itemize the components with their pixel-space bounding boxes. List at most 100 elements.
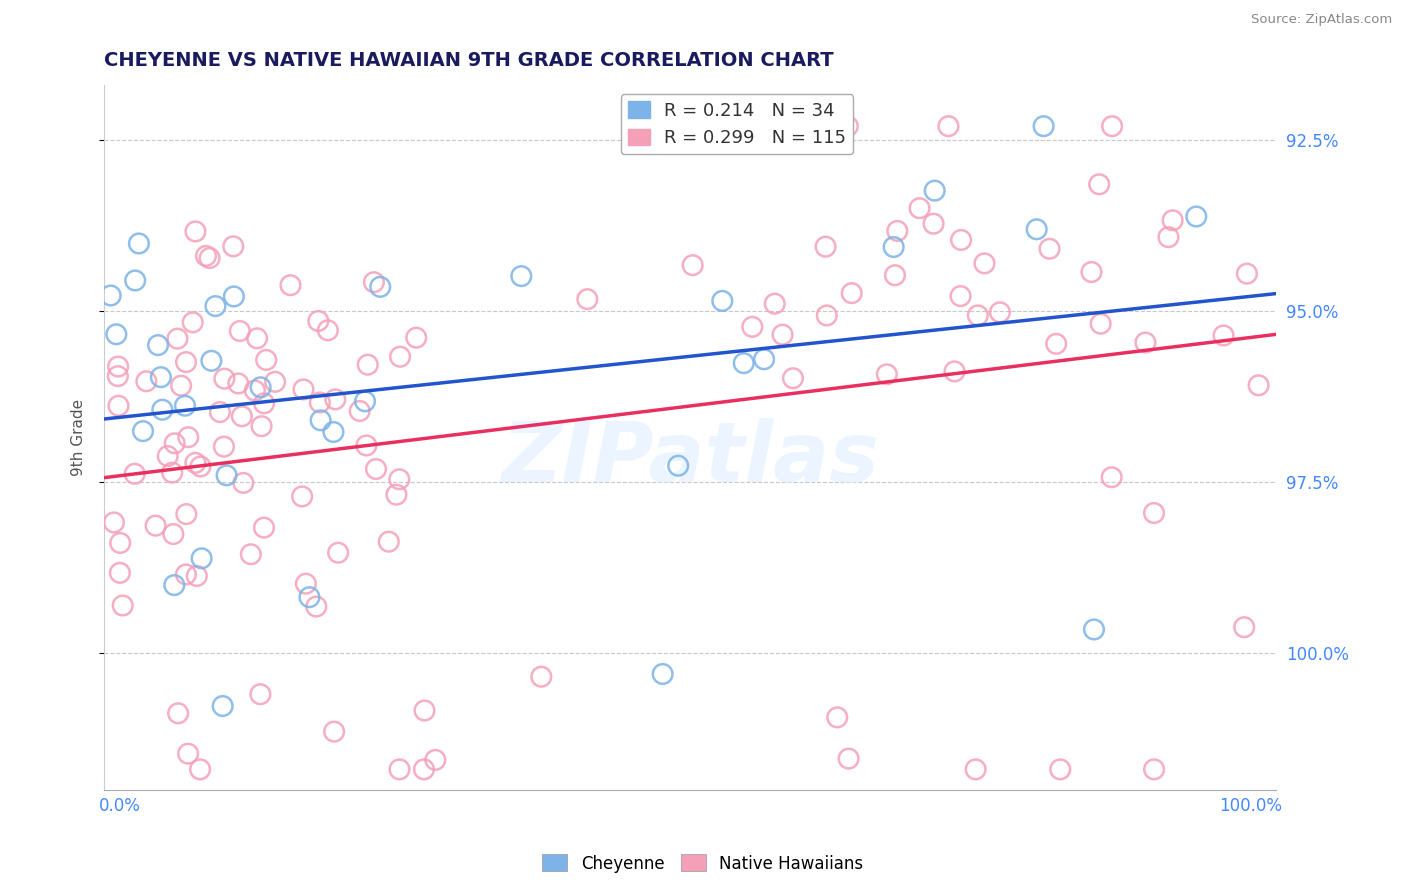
Point bbox=[1038, 242, 1060, 256]
Y-axis label: 9th Grade: 9th Grade bbox=[72, 399, 86, 476]
Point bbox=[1080, 265, 1102, 279]
Point bbox=[388, 472, 411, 486]
Point bbox=[188, 763, 211, 777]
Point bbox=[229, 324, 252, 338]
Point bbox=[763, 296, 786, 310]
Point bbox=[184, 456, 207, 470]
Point bbox=[200, 353, 222, 368]
Point bbox=[924, 184, 946, 198]
Point bbox=[111, 599, 134, 613]
Point bbox=[232, 475, 254, 490]
Point bbox=[162, 527, 184, 541]
Point bbox=[100, 288, 122, 302]
Point bbox=[254, 353, 277, 368]
Point bbox=[174, 399, 197, 413]
Point bbox=[145, 518, 167, 533]
Point bbox=[307, 314, 329, 328]
Point bbox=[752, 352, 775, 367]
Point bbox=[323, 724, 346, 739]
Point bbox=[354, 394, 377, 409]
Point bbox=[308, 395, 330, 409]
Point bbox=[186, 569, 208, 583]
Point bbox=[949, 289, 972, 303]
Point bbox=[226, 376, 249, 391]
Point bbox=[837, 119, 859, 133]
Point bbox=[510, 269, 533, 284]
Point bbox=[198, 251, 221, 265]
Point bbox=[886, 224, 908, 238]
Point bbox=[291, 490, 314, 504]
Point bbox=[108, 536, 131, 550]
Point bbox=[214, 372, 236, 386]
Point bbox=[295, 576, 318, 591]
Point bbox=[322, 425, 344, 439]
Point bbox=[413, 704, 436, 718]
Point bbox=[103, 516, 125, 530]
Text: ZIPatlas: ZIPatlas bbox=[502, 418, 879, 500]
Point bbox=[950, 233, 973, 247]
Point bbox=[988, 305, 1011, 319]
Point bbox=[250, 419, 273, 434]
Point bbox=[316, 323, 339, 337]
Point bbox=[107, 399, 129, 413]
Point bbox=[965, 763, 987, 777]
Point bbox=[349, 404, 371, 418]
Text: CHEYENNE VS NATIVE HAWAIIAN 9TH GRADE CORRELATION CHART: CHEYENNE VS NATIVE HAWAIIAN 9TH GRADE CO… bbox=[104, 51, 834, 70]
Point bbox=[1083, 623, 1105, 637]
Point bbox=[163, 436, 186, 450]
Point bbox=[1247, 378, 1270, 392]
Point bbox=[184, 224, 207, 238]
Point bbox=[1233, 620, 1256, 634]
Text: 0.0%: 0.0% bbox=[98, 797, 141, 814]
Point bbox=[966, 309, 988, 323]
Point bbox=[1049, 763, 1071, 777]
Point bbox=[177, 747, 200, 761]
Point bbox=[838, 751, 860, 765]
Point bbox=[922, 217, 945, 231]
Point bbox=[305, 599, 328, 614]
Point bbox=[174, 355, 197, 369]
Point bbox=[105, 327, 128, 342]
Point bbox=[815, 309, 838, 323]
Point bbox=[530, 670, 553, 684]
Point bbox=[249, 380, 271, 394]
Point bbox=[651, 667, 673, 681]
Point bbox=[249, 687, 271, 701]
Point bbox=[356, 438, 378, 452]
Point bbox=[150, 402, 173, 417]
Point bbox=[973, 256, 995, 270]
Point bbox=[246, 331, 269, 345]
Text: Source: ZipAtlas.com: Source: ZipAtlas.com bbox=[1251, 13, 1392, 27]
Point bbox=[167, 706, 190, 721]
Point bbox=[1143, 506, 1166, 520]
Point bbox=[177, 430, 200, 444]
Point bbox=[405, 331, 427, 345]
Point bbox=[733, 356, 755, 370]
Point bbox=[378, 534, 401, 549]
Point bbox=[1101, 470, 1123, 484]
Point bbox=[222, 289, 245, 303]
Point bbox=[323, 392, 346, 407]
Point bbox=[107, 359, 129, 374]
Point bbox=[368, 280, 391, 294]
Point bbox=[253, 396, 276, 410]
Point bbox=[174, 567, 197, 582]
Point bbox=[1025, 222, 1047, 236]
Point bbox=[364, 462, 387, 476]
Point bbox=[682, 258, 704, 272]
Point bbox=[146, 338, 169, 352]
Point bbox=[132, 424, 155, 438]
Point bbox=[1212, 328, 1234, 343]
Point bbox=[876, 368, 898, 382]
Point bbox=[243, 384, 266, 398]
Point bbox=[1236, 267, 1258, 281]
Point bbox=[253, 521, 276, 535]
Point bbox=[741, 319, 763, 334]
Point bbox=[190, 459, 212, 474]
Point bbox=[163, 578, 186, 592]
Text: 100.0%: 100.0% bbox=[1219, 797, 1282, 814]
Point bbox=[124, 273, 146, 287]
Point bbox=[328, 546, 350, 560]
Point bbox=[124, 467, 146, 481]
Point bbox=[292, 383, 315, 397]
